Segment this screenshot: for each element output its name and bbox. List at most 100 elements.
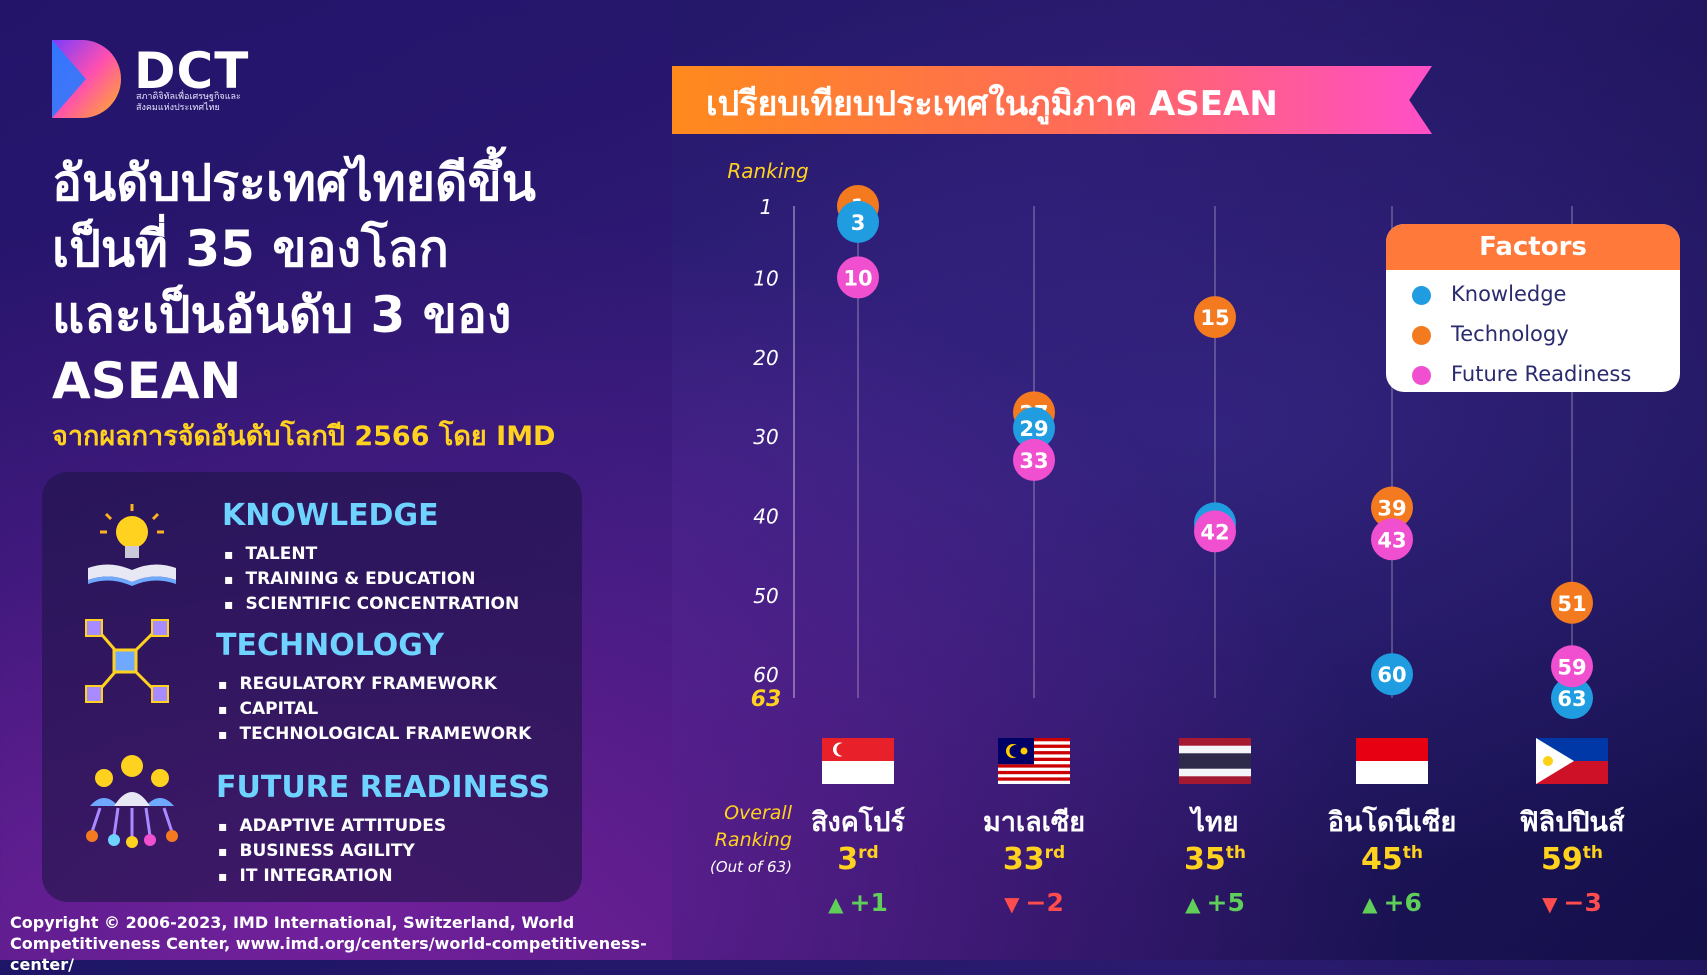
arrow-down-icon: ▼ [1004,892,1020,916]
country-name: อินโดนีเซีย [1327,807,1457,838]
legend-item-technology: Technology [1412,322,1569,346]
overall-rank-value: 59 [1541,842,1583,877]
data-label-future-readiness: 43 [1377,528,1406,552]
list-item: CAPITAL [218,697,531,722]
data-label-technology: 51 [1557,592,1586,616]
data-label-future-readiness: 10 [843,266,872,290]
y-tick-label: 1 [760,195,773,219]
lightbulb-book-icon [88,504,176,586]
factor-future-readiness-list: ADAPTIVE ATTITUDES BUSINESS AGILITY IT I… [218,814,447,889]
country-name: มาเลเซีย [982,807,1086,838]
data-label-technology: 39 [1377,497,1406,521]
overall-rank-value: 35 [1184,842,1226,877]
technology-dot-icon [1412,325,1431,345]
people-network-icon [86,755,178,848]
rank-change-value: −2 [1025,888,1064,917]
network-nodes-icon [85,619,169,703]
y-tick-label: 10 [753,266,778,290]
overall-rank: 3rd [758,842,958,877]
factor-technology-list: REGULATORY FRAMEWORK CAPITAL TECHNOLOGIC… [218,672,532,747]
arrow-down-icon: ▼ [1542,892,1558,916]
data-point-future-readiness [1551,645,1593,688]
y-tick-label: 50 [753,584,778,608]
overall-rank: 45th [1292,842,1492,877]
country-name: ไทย [1191,807,1239,838]
arrow-up-icon: ▲ [828,892,844,916]
factor-knowledge-title: KNOWLEDGE [222,498,439,533]
legend-item-knowledge: Knowledge [1412,282,1566,306]
data-label-knowledge: 3 [851,211,866,235]
factor-future-readiness-title: FUTURE READINESS [216,770,551,805]
legend: Factors Knowledge Technology Future Read… [1386,224,1680,392]
malaysia-flag-icon [998,738,1070,784]
headline-line-4: ASEAN [52,352,242,410]
overall-label-line-1: Overall [724,802,792,824]
legend-label: Future Readiness [1451,362,1632,386]
rank-change-value: +5 [1206,888,1245,917]
rank-change: ▼ −3 [1472,888,1672,917]
legend-title: Factors [1386,224,1680,270]
data-point-future-readiness [837,256,879,299]
logo-name: DCT [134,42,250,100]
dct-logo-icon [52,40,121,118]
overall-rank-value: 33 [1002,842,1045,877]
y-axis-label: Ranking [727,159,808,183]
y-tick-label: 40 [753,504,778,528]
data-point-knowledge [837,200,879,243]
knowledge-dot-icon [1412,285,1431,305]
factor-technology-title: TECHNOLOGY [216,628,444,663]
headline-line-3: และเป็นอันดับ 3 ของ [52,286,512,344]
data-point-technology [1194,296,1236,339]
data-point-future-readiness [1194,510,1236,553]
overall-rank-suffix: th [1582,843,1603,863]
overall-rank-suffix: rd [1044,843,1066,863]
legend-item-future-readiness: Future Readiness [1412,362,1631,386]
data-point-technology [1551,581,1593,624]
overall-rank-suffix: th [1225,843,1246,863]
thailand-flag-icon [1179,738,1251,784]
data-point-technology [1371,486,1413,529]
y-tick-label: 63 [751,687,782,712]
rank-change-value: +1 [849,888,888,917]
rank-change-value: +6 [1383,888,1422,917]
legend-label: Knowledge [1451,282,1567,306]
country-name: ฟิลิปปินส์ [1519,807,1625,838]
data-label-future-readiness: 42 [1200,520,1229,544]
list-item: TALENT [224,542,519,567]
rank-change: ▲ +5 [1115,888,1315,917]
y-tick-label: 30 [753,425,778,449]
overall-rank: 33rd [934,842,1134,877]
overall-rank-value: 3 [837,842,859,877]
legend-label: Technology [1451,322,1569,346]
data-label-future-readiness: 33 [1019,449,1048,473]
list-item: BUSINESS AGILITY [218,839,446,864]
headline-line-2: เป็นที่ 35 ของโลก [52,220,449,278]
list-item: TRAINING & EDUCATION [224,567,519,592]
data-label-technology: 15 [1200,306,1229,330]
singapore-flag-icon [822,738,894,784]
data-point-knowledge [1371,653,1413,696]
rank-change: ▲ +6 [1292,888,1492,917]
data-point-knowledge [1551,677,1593,719]
copyright-text: Copyright © 2006-2023, IMD International… [10,913,647,974]
data-point-future-readiness [1013,438,1055,481]
data-point-knowledge [1013,407,1055,450]
data-point-future-readiness [1371,518,1413,561]
factor-knowledge-list: TALENT TRAINING & EDUCATION SCIENTIFIC C… [224,542,520,617]
future-readiness-dot-icon [1412,365,1431,385]
list-item: REGULATORY FRAMEWORK [218,672,531,697]
overall-rank-suffix: rd [858,843,879,863]
overall-ranking-label: Overall Ranking (Out of 63) [700,800,792,881]
list-item: TECHNOLOGICAL FRAMEWORK [218,722,532,747]
arrow-up-icon: ▲ [1362,892,1378,916]
headline-line-1: อันดับประเทศไทยดีขึ้น [52,154,536,212]
overall-label-line-2: Ranking [714,829,792,851]
overall-rank: 59th [1472,842,1672,877]
overall-rank-suffix: th [1402,843,1423,863]
subheadline: จากผลการจัดอันดับโลกปี 2566 โดย IMD [52,421,556,452]
data-label-knowledge: 29 [1019,417,1048,441]
headline: อันดับประเทศไทยดีขึ้น เป็นที่ 35 ของโลก … [52,150,652,414]
y-tick-label: 60 [753,663,778,687]
y-tick-label: 20 [753,346,778,370]
rank-change: ▲ +1 [758,888,958,917]
